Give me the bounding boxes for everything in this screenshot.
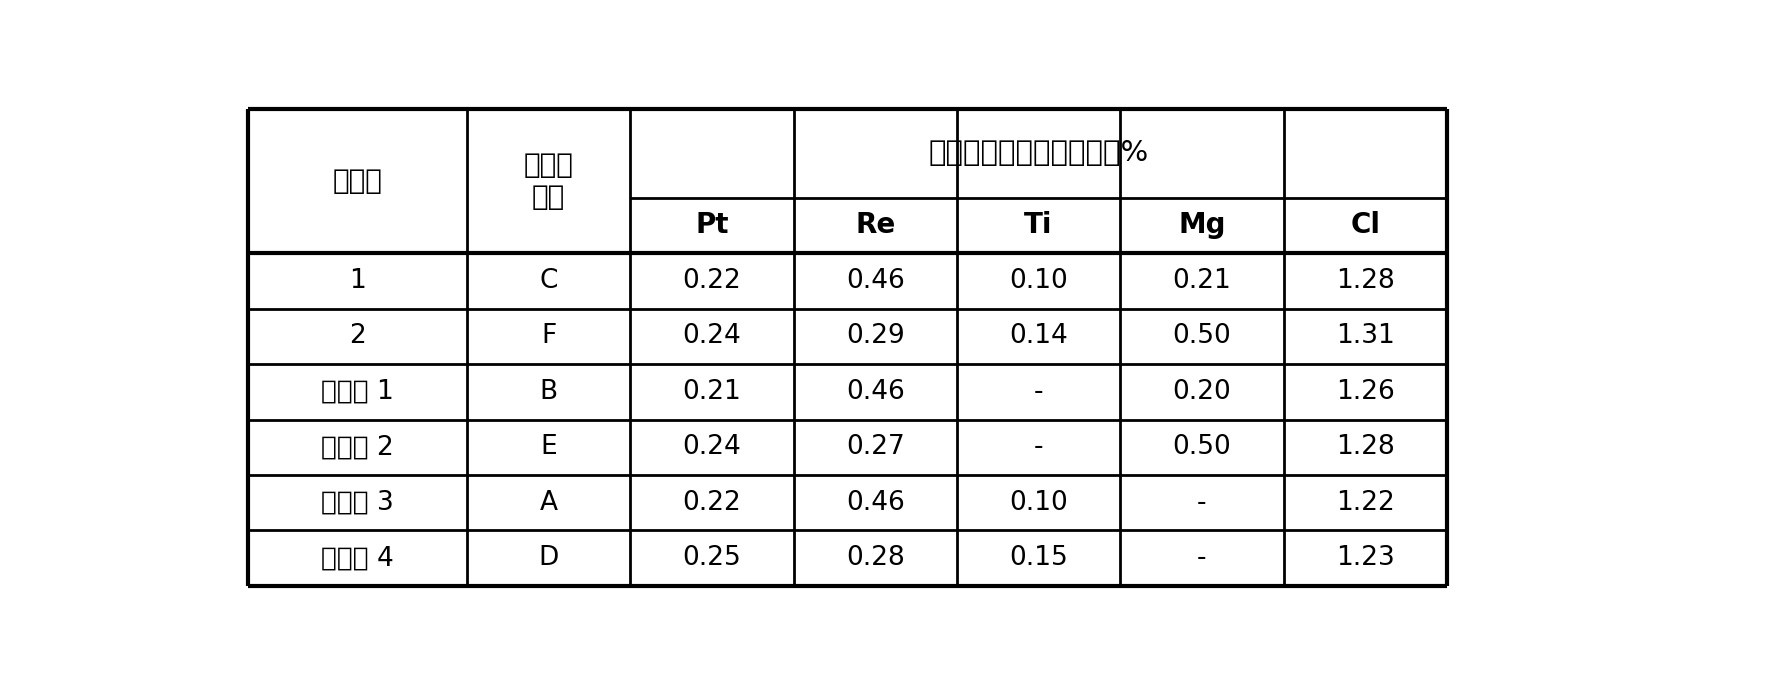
Text: Cl: Cl [1350,211,1381,239]
Text: 0.10: 0.10 [1009,490,1068,516]
Text: C: C [539,268,557,294]
Text: 催化剂活性分含量，质量%: 催化剂活性分含量，质量% [929,140,1148,167]
Text: 0.15: 0.15 [1009,545,1068,571]
Text: 催化剂
编号: 催化剂 编号 [523,151,573,211]
Text: 0.21: 0.21 [682,379,741,405]
Text: 0.14: 0.14 [1009,323,1068,350]
Text: B: B [539,379,557,405]
Text: 1.26: 1.26 [1336,379,1395,405]
Text: 实例号: 实例号 [332,167,382,195]
Text: 0.46: 0.46 [847,379,904,405]
Text: Re: Re [855,211,895,239]
Text: 0.50: 0.50 [1172,434,1231,460]
Text: 0.22: 0.22 [682,490,741,516]
Text: E: E [539,434,557,460]
Text: 1.22: 1.22 [1336,490,1395,516]
Text: 0.10: 0.10 [1009,268,1068,294]
Text: -: - [1197,490,1207,516]
Text: 0.21: 0.21 [1172,268,1231,294]
Text: 1.31: 1.31 [1336,323,1395,350]
Text: Mg: Mg [1179,211,1225,239]
Text: 0.27: 0.27 [847,434,904,460]
Text: 0.50: 0.50 [1172,323,1231,350]
Text: 2: 2 [348,323,366,350]
Text: 0.46: 0.46 [847,268,904,294]
Text: 0.46: 0.46 [847,490,904,516]
Text: 对比例 3: 对比例 3 [321,490,395,516]
Text: 0.24: 0.24 [682,323,741,350]
Text: -: - [1197,545,1207,571]
Text: 0.29: 0.29 [847,323,904,350]
Text: 1.28: 1.28 [1336,434,1395,460]
Text: 1.23: 1.23 [1336,545,1395,571]
Text: 1.28: 1.28 [1336,268,1395,294]
Text: 0.20: 0.20 [1172,379,1231,405]
Text: 0.22: 0.22 [682,268,741,294]
Text: 对比例 2: 对比例 2 [321,434,395,460]
Text: Ti: Ti [1023,211,1052,239]
Text: 0.28: 0.28 [847,545,904,571]
Text: -: - [1034,434,1043,460]
Text: Pt: Pt [695,211,729,239]
Text: F: F [541,323,555,350]
Text: 对比例 4: 对比例 4 [321,545,395,571]
Text: 1: 1 [348,268,366,294]
Text: A: A [539,490,557,516]
Text: D: D [538,545,559,571]
Text: -: - [1034,379,1043,405]
Text: 对比例 1: 对比例 1 [321,379,395,405]
Text: 0.25: 0.25 [682,545,741,571]
Text: 0.24: 0.24 [682,434,741,460]
